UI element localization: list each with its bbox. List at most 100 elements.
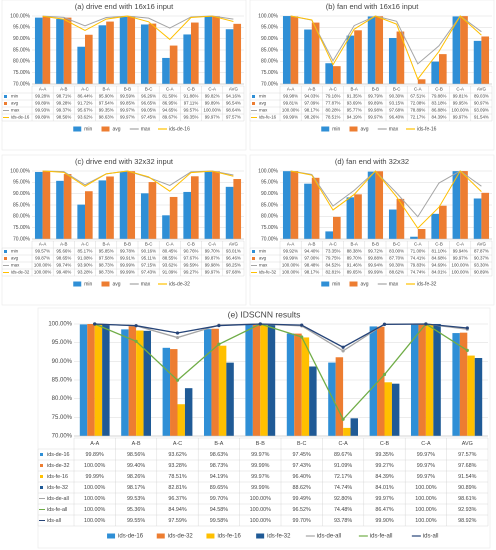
table-cell: 98.92% bbox=[458, 518, 476, 524]
table-row-label: min bbox=[11, 94, 19, 99]
y-tick-label: 100.00% bbox=[48, 322, 72, 328]
table-cell: 98.56% bbox=[56, 115, 71, 120]
table-cell: 89.03% bbox=[474, 94, 489, 99]
table-cell: 99.85% bbox=[120, 101, 135, 106]
table-cell: 90.30% bbox=[389, 94, 404, 99]
y-tick-label: 75.00% bbox=[261, 70, 279, 76]
chart-title: (c) drive end with 32x32 input bbox=[75, 157, 174, 166]
line-marker bbox=[424, 322, 428, 326]
table-cell: 99.35% bbox=[184, 115, 199, 120]
table-swatch bbox=[40, 464, 43, 467]
bar bbox=[169, 196, 178, 239]
table-cell: 80.28% bbox=[326, 108, 341, 113]
table-cell: 81.50% bbox=[162, 94, 177, 99]
x-tick-label: C-A bbox=[338, 441, 348, 447]
legend-label: max bbox=[389, 126, 399, 132]
table-cell: 98.26% bbox=[304, 115, 319, 120]
bar bbox=[367, 171, 376, 239]
table-cell: 99.94% bbox=[368, 263, 383, 268]
table-cell: 100.00% bbox=[250, 518, 271, 524]
table-cell: 99.97% bbox=[375, 496, 393, 502]
bar bbox=[170, 349, 178, 436]
table-cell: 99.88% bbox=[368, 256, 383, 261]
bar bbox=[233, 179, 242, 239]
y-tick-label: 100.00% bbox=[258, 13, 278, 19]
table-cell: 99.97% bbox=[120, 115, 135, 120]
line-marker bbox=[382, 322, 387, 326]
table-cell: 99.97% bbox=[368, 115, 383, 120]
table-swatch bbox=[40, 486, 43, 489]
bar bbox=[63, 174, 72, 239]
x-tick-label: B-C bbox=[297, 441, 306, 447]
x-tick-label: B-A bbox=[103, 87, 110, 92]
table-cell: 94.19% bbox=[347, 115, 362, 120]
table-cell: 72.08% bbox=[410, 101, 425, 106]
table-swatch bbox=[4, 257, 7, 260]
bar bbox=[211, 328, 219, 436]
table-cell: 86.95% bbox=[162, 101, 177, 106]
bar bbox=[119, 16, 128, 84]
table-cell: 93.28% bbox=[78, 270, 93, 275]
table-cell: 100.00% bbox=[452, 270, 469, 275]
table-cell: 84.94% bbox=[168, 507, 186, 513]
table-cell: 88.62% bbox=[389, 270, 404, 275]
bar bbox=[203, 329, 212, 436]
bar bbox=[162, 347, 171, 436]
table-cell: 97.45% bbox=[293, 452, 311, 458]
bar bbox=[252, 324, 261, 436]
table-swatch bbox=[40, 453, 43, 456]
bar bbox=[204, 16, 213, 84]
line-marker bbox=[258, 322, 262, 326]
table-cell: 99.99% bbox=[368, 270, 383, 275]
table-cell: 96.40% bbox=[389, 115, 404, 120]
table-cell: 88.55% bbox=[162, 256, 177, 261]
table-swatch bbox=[4, 250, 7, 253]
legend-label: avg bbox=[361, 126, 369, 132]
table-cell: 99.55% bbox=[127, 518, 145, 524]
x-tick-label: C-B bbox=[380, 441, 390, 447]
table-cell: 99.89% bbox=[35, 115, 50, 120]
bar bbox=[460, 16, 468, 84]
table-cell: 99.35% bbox=[375, 452, 393, 458]
bar bbox=[439, 54, 447, 84]
table-swatch bbox=[252, 102, 255, 105]
bar bbox=[148, 23, 157, 84]
table-cell: 98.73% bbox=[210, 463, 228, 469]
table-cell: 98.71% bbox=[56, 94, 71, 99]
table-cell: 98.17% bbox=[304, 108, 319, 113]
bar bbox=[410, 324, 419, 436]
x-tick-label: A-A bbox=[287, 87, 294, 92]
bar bbox=[452, 16, 461, 84]
x-tick-label: C-A bbox=[166, 242, 174, 247]
chart-frame bbox=[1, 154, 247, 306]
bar bbox=[98, 180, 107, 239]
line-marker bbox=[175, 331, 180, 335]
y-tick-label: 100.00% bbox=[10, 168, 30, 174]
table-cell: 95.67% bbox=[78, 108, 93, 113]
bar bbox=[459, 332, 468, 436]
table-row-label: min bbox=[259, 249, 267, 254]
bar bbox=[473, 198, 482, 239]
table-cell: 82.81% bbox=[168, 485, 186, 491]
bar bbox=[481, 36, 490, 84]
bar bbox=[106, 21, 114, 84]
legend-swatch bbox=[101, 281, 110, 287]
table-cell: 100.00% bbox=[204, 108, 221, 113]
y-tick-label: 90.00% bbox=[13, 191, 31, 197]
table-cell: 100.00% bbox=[84, 485, 105, 491]
table-row-label: max bbox=[259, 108, 268, 113]
table-cell: 97.58% bbox=[99, 256, 114, 261]
line bbox=[290, 15, 482, 65]
table-cell: 84.39% bbox=[375, 474, 393, 480]
table-cell: 99.99% bbox=[283, 256, 298, 261]
table-cell: 92.93% bbox=[458, 507, 476, 513]
y-tick-label: 90.00% bbox=[261, 36, 279, 42]
x-tick-label: B-C bbox=[393, 242, 401, 247]
legend-label: min bbox=[332, 281, 340, 287]
bar bbox=[354, 194, 362, 239]
bar bbox=[417, 229, 426, 239]
x-tick-label: AVG bbox=[477, 242, 487, 247]
bar bbox=[417, 79, 426, 84]
table-row-label: ids-fe-all bbox=[47, 507, 67, 513]
bar bbox=[375, 171, 384, 239]
